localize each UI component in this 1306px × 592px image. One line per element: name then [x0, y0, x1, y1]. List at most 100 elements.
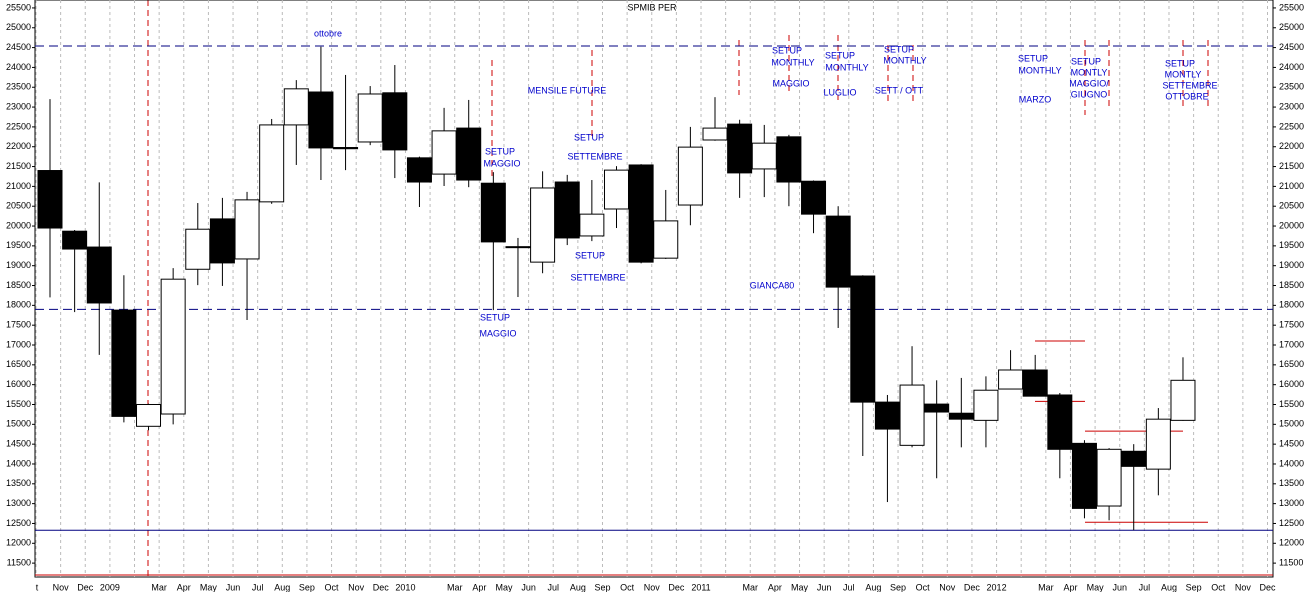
annotation: MAGGIO [483, 158, 520, 168]
y-tick-label: 15000 [6, 419, 31, 429]
candle-body [1096, 448, 1122, 507]
y-tick-label: 14000 [6, 458, 31, 468]
x-tick-label: Nov [644, 582, 661, 592]
x-tick-label: Sep [890, 582, 906, 592]
candle-body [259, 124, 285, 203]
annotation: ottobre [314, 28, 342, 38]
y-tick-label: 21500 [1279, 161, 1304, 171]
y-tick-label: 25500 [1279, 2, 1304, 12]
x-tick-label: Oct [325, 582, 340, 592]
annotation: MAGGIO [479, 328, 516, 338]
x-tick-label: Aug [274, 582, 290, 592]
annotation: SETUP [480, 312, 510, 322]
candle-body [406, 157, 432, 183]
candle-body [899, 384, 925, 446]
candle-body [234, 199, 260, 260]
x-tick-label: May [1087, 582, 1105, 592]
candle-body [283, 88, 309, 126]
x-tick-label: Jun [521, 582, 536, 592]
x-tick-label: Dec [373, 582, 390, 592]
x-tick-label: Aug [570, 582, 586, 592]
y-tick-label: 23500 [6, 82, 31, 92]
annotation: MENSILE FUTURE [528, 85, 607, 95]
annotation: SETUP [485, 146, 515, 156]
x-tick-label: Jul [547, 582, 559, 592]
y-tick-label: 21000 [6, 181, 31, 191]
candle-body [333, 147, 359, 150]
y-tick-label: 20500 [1279, 201, 1304, 211]
x-tick-label: May [791, 582, 809, 592]
x-tick-label: Apr [1063, 582, 1077, 592]
x-tick-label: Jun [1112, 582, 1127, 592]
x-tick-label: t [36, 582, 39, 592]
x-tick-label: Oct [1211, 582, 1226, 592]
x-tick-label: 2012 [987, 582, 1007, 592]
annotation: MAGGIO/ [1069, 78, 1109, 88]
x-tick-label: 2009 [100, 582, 120, 592]
annotation: SETUP [574, 132, 604, 142]
candle-body [702, 127, 728, 141]
y-tick-label: 17500 [1279, 320, 1304, 330]
candle-body [998, 369, 1024, 390]
candle-body [603, 169, 629, 210]
y-tick-label: 12000 [6, 538, 31, 548]
y-tick-label: 18000 [1279, 300, 1304, 310]
y-tick-label: 12500 [6, 518, 31, 528]
y-tick-label: 22500 [6, 121, 31, 131]
x-tick-label: Sep [299, 582, 315, 592]
candle-body [948, 412, 974, 420]
y-tick-label: 20000 [6, 220, 31, 230]
candle-body [850, 275, 876, 403]
candle-body [37, 170, 63, 229]
y-tick-label: 24000 [1279, 62, 1304, 72]
y-tick-label: 22000 [1279, 141, 1304, 151]
plot-frame [34, 0, 1274, 578]
x-tick-label: Jun [817, 582, 832, 592]
annotation: SETUP [575, 250, 605, 260]
y-tick-label: 24000 [6, 62, 31, 72]
y-tick-label: 12000 [1279, 538, 1304, 548]
annotation: LUGLIO [823, 87, 856, 97]
y-tick-label: 16000 [1279, 379, 1304, 389]
annotation: MONTHLY [771, 57, 814, 67]
x-tick-label: Mar [151, 582, 167, 592]
y-tick-label: 13000 [1279, 498, 1304, 508]
candle-body [86, 246, 112, 304]
annotation: SETTEMBRE [1162, 80, 1217, 90]
y-tick-label: 12500 [1279, 518, 1304, 528]
x-tick-label: Oct [916, 582, 931, 592]
candle-body [1047, 394, 1073, 450]
candle-body [456, 127, 482, 181]
y-tick-label: 23000 [6, 101, 31, 111]
candle-body [727, 123, 753, 174]
annotation: SETUP [772, 45, 802, 55]
candle-body [382, 92, 408, 151]
y-tick-label: 13000 [6, 498, 31, 508]
x-tick-label: Jul [1139, 582, 1151, 592]
x-tick-label: Jun [226, 582, 241, 592]
x-tick-label: Nov [348, 582, 365, 592]
candle-body [505, 246, 531, 249]
y-tick-label: 24500 [6, 42, 31, 52]
annotation: SETTEMBRE [570, 272, 625, 282]
candle-body [1170, 379, 1196, 421]
x-tick-label: Dec [668, 582, 685, 592]
y-tick-label: 18500 [1279, 280, 1304, 290]
candle-body [1071, 442, 1097, 509]
annotation: SETT / OTT [875, 85, 924, 95]
candle-body [480, 182, 506, 243]
candle-body [924, 403, 950, 413]
x-tick-label: Aug [865, 582, 881, 592]
x-tick-label: 2011 [691, 582, 710, 592]
candle-body [801, 180, 827, 215]
candle-body [160, 278, 186, 415]
annotation: SETUP [884, 44, 914, 54]
candle-body [554, 181, 580, 239]
y-tick-label: 11500 [1279, 557, 1303, 567]
y-tick-label: 19000 [1279, 260, 1304, 270]
annotation: MONTLY [1071, 67, 1108, 77]
x-tick-label: Jul [843, 582, 855, 592]
y-tick-label: 13500 [6, 478, 31, 488]
x-tick-label: Mar [447, 582, 463, 592]
